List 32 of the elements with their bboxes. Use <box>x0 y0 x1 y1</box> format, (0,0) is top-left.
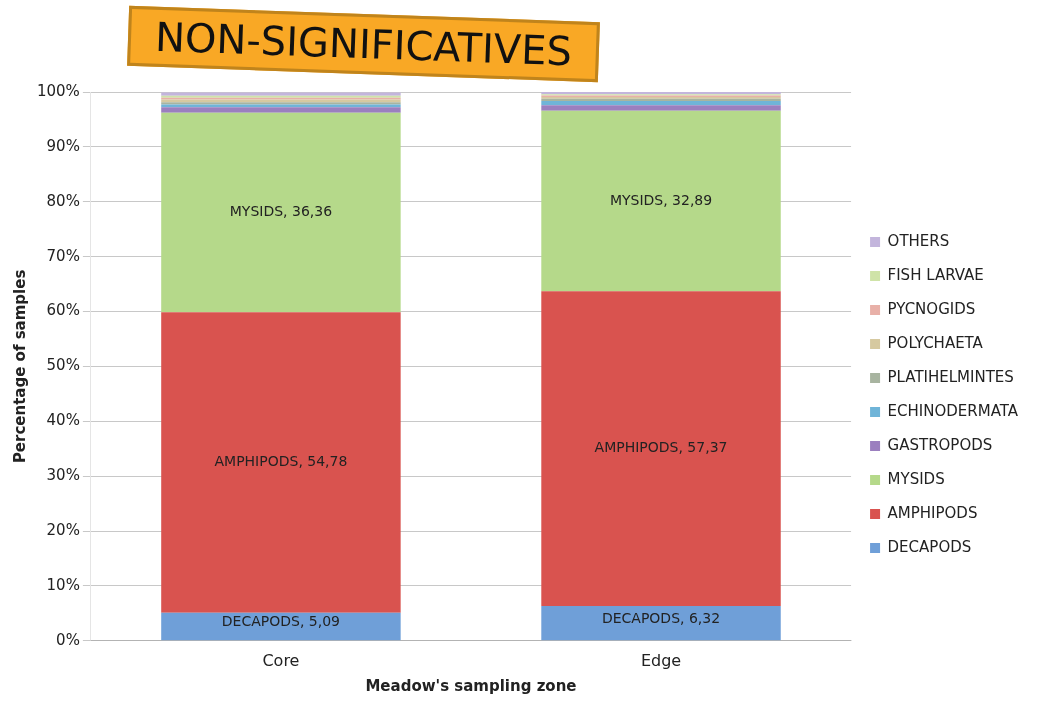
y-tick-label: 60% <box>46 301 80 320</box>
legend-label: AMPHIPODS <box>887 503 978 522</box>
y-tick-label: 70% <box>46 246 80 265</box>
y-tick-label: 30% <box>46 466 80 485</box>
legend-label: FISH LARVAE <box>887 265 984 284</box>
y-tick-label: 100% <box>36 81 80 100</box>
legend-label: PYCNOGIDS <box>887 299 976 318</box>
y-tick-label: 0% <box>56 630 80 649</box>
y-tick-label: 80% <box>46 191 80 210</box>
legend-label: ECHINODERMATA <box>887 401 1019 420</box>
y-tick-label: 20% <box>46 520 80 539</box>
y-tick-label: 10% <box>46 575 80 594</box>
legend-label: POLYCHAETA <box>887 333 984 352</box>
data-label: MYSIDS, 36,36 <box>229 203 333 220</box>
legend-label: OTHERS <box>887 231 950 250</box>
legend-label: PLATIHELMINTES <box>887 367 1014 386</box>
x-tick-label: Edge <box>640 650 682 670</box>
data-label: AMPHIPODS, 54,78 <box>214 453 348 470</box>
text: NON-SIGNIFICATIVES <box>127 5 600 83</box>
y-tick-label: 40% <box>46 411 80 430</box>
legend-label: MYSIDS <box>887 469 945 488</box>
legend-label: GASTROPODS <box>887 435 993 454</box>
data-label: DECAPODS, 6,32 <box>601 609 721 626</box>
legend-label: DECAPODS <box>887 537 972 556</box>
data-label: AMPHIPODS, 57,37 <box>594 439 728 456</box>
y-tick-label: 90% <box>46 136 80 155</box>
data-label: MYSIDS, 32,89 <box>609 191 713 208</box>
data-label: DECAPODS, 5,09 <box>221 613 341 630</box>
y-tick-label: 50% <box>46 356 80 375</box>
x-tick-label: Core <box>262 650 300 670</box>
x-axis-title: Meadow's sampling zone <box>365 676 577 695</box>
y-axis-title: Percentage of samples <box>10 269 29 464</box>
